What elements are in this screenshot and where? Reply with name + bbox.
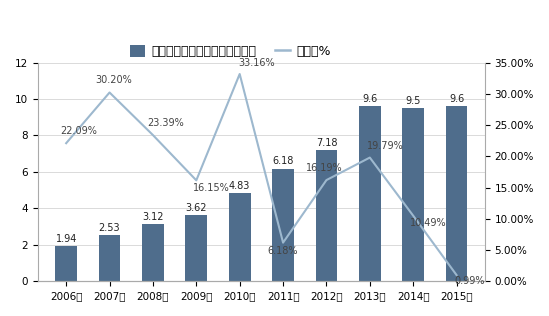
Text: 16.15%: 16.15% (193, 183, 230, 193)
Bar (402, 108, 424, 281)
Bar (229, 193, 250, 281)
Text: 2.53: 2.53 (99, 223, 120, 233)
Text: 9.6: 9.6 (362, 94, 378, 104)
Text: 16.19%: 16.19% (306, 162, 343, 173)
Text: 3.12: 3.12 (142, 212, 164, 222)
Text: 7.18: 7.18 (316, 138, 337, 148)
Text: 9.6: 9.6 (449, 94, 464, 104)
Text: 22.09%: 22.09% (61, 126, 98, 136)
Bar (186, 215, 207, 281)
Text: 4.83: 4.83 (229, 181, 250, 191)
Text: 9.5: 9.5 (406, 96, 421, 106)
Text: 10.49%: 10.49% (410, 218, 447, 228)
Bar (359, 106, 380, 281)
Text: 30.20%: 30.20% (96, 75, 132, 85)
Text: 0.99%: 0.99% (455, 276, 485, 286)
Bar (446, 106, 467, 281)
Text: 6.18: 6.18 (272, 156, 294, 167)
Bar (99, 235, 120, 281)
Text: 6.18%: 6.18% (268, 246, 298, 256)
Text: 33.16%: 33.16% (239, 58, 276, 68)
Bar (55, 246, 77, 281)
Text: 23.39%: 23.39% (148, 118, 184, 128)
Bar (316, 150, 337, 281)
Text: 3.62: 3.62 (186, 203, 207, 213)
Bar (142, 224, 164, 281)
Text: 19.79%: 19.79% (367, 141, 404, 151)
Text: 1.94: 1.94 (55, 234, 77, 244)
Legend: 房地产开发投资完万额：万亿元, 增长率%: 房地产开发投资完万额：万亿元, 增长率% (125, 40, 335, 63)
Bar (272, 169, 294, 281)
